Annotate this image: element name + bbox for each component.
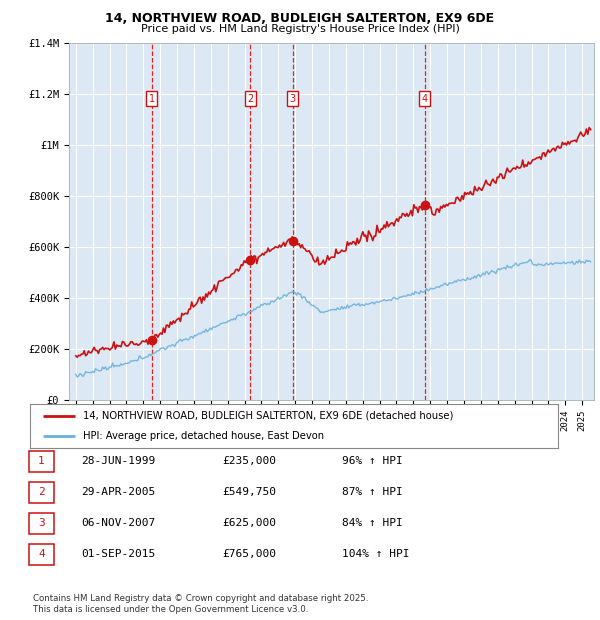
Text: 1: 1 xyxy=(38,456,45,466)
Text: 01-SEP-2015: 01-SEP-2015 xyxy=(81,549,155,559)
Text: £235,000: £235,000 xyxy=(222,456,276,466)
Text: £765,000: £765,000 xyxy=(222,549,276,559)
Text: 14, NORTHVIEW ROAD, BUDLEIGH SALTERTON, EX9 6DE: 14, NORTHVIEW ROAD, BUDLEIGH SALTERTON, … xyxy=(106,12,494,25)
Text: 3: 3 xyxy=(38,518,45,528)
Text: Price paid vs. HM Land Registry's House Price Index (HPI): Price paid vs. HM Land Registry's House … xyxy=(140,24,460,33)
Text: 84% ↑ HPI: 84% ↑ HPI xyxy=(342,518,403,528)
Text: 14, NORTHVIEW ROAD, BUDLEIGH SALTERTON, EX9 6DE (detached house): 14, NORTHVIEW ROAD, BUDLEIGH SALTERTON, … xyxy=(83,410,453,420)
Text: 06-NOV-2007: 06-NOV-2007 xyxy=(81,518,155,528)
Text: £625,000: £625,000 xyxy=(222,518,276,528)
Text: 96% ↑ HPI: 96% ↑ HPI xyxy=(342,456,403,466)
Text: Contains HM Land Registry data © Crown copyright and database right 2025.
This d: Contains HM Land Registry data © Crown c… xyxy=(33,595,368,614)
Text: 3: 3 xyxy=(290,94,296,104)
Text: £549,750: £549,750 xyxy=(222,487,276,497)
Text: 2: 2 xyxy=(38,487,45,497)
Text: 2: 2 xyxy=(247,94,253,104)
Text: 4: 4 xyxy=(422,94,428,104)
Text: 29-APR-2005: 29-APR-2005 xyxy=(81,487,155,497)
Text: 4: 4 xyxy=(38,549,45,559)
Text: 104% ↑ HPI: 104% ↑ HPI xyxy=(342,549,409,559)
Text: 87% ↑ HPI: 87% ↑ HPI xyxy=(342,487,403,497)
Text: 28-JUN-1999: 28-JUN-1999 xyxy=(81,456,155,466)
Text: 1: 1 xyxy=(148,94,155,104)
Text: HPI: Average price, detached house, East Devon: HPI: Average price, detached house, East… xyxy=(83,432,324,441)
